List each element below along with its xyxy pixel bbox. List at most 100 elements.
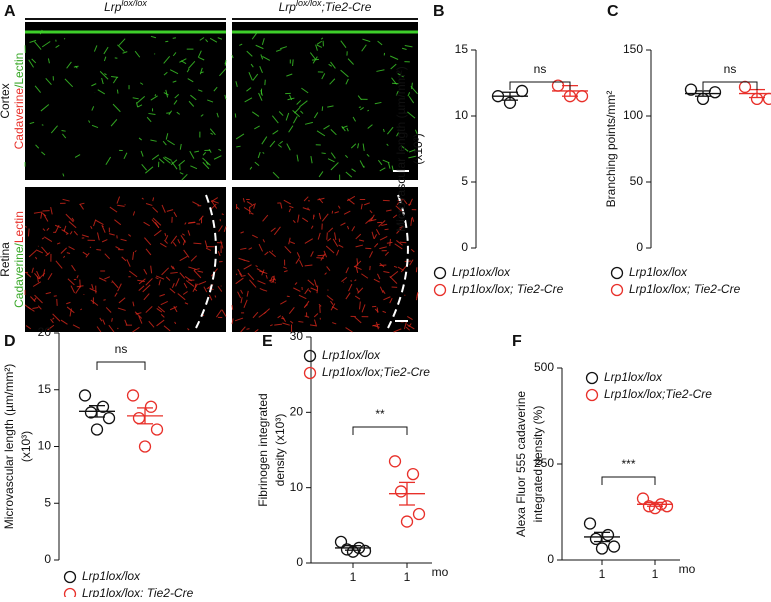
y-axis-label: (x10³)	[411, 133, 425, 164]
y-tick-label: 0	[547, 552, 554, 566]
y-axis-label: Branching points/mm²	[604, 91, 618, 208]
x-tick-label: 1	[350, 570, 357, 584]
vessel	[96, 249, 101, 250]
vessel	[332, 211, 333, 214]
y-axis-label: (x10³)	[19, 431, 33, 462]
data-point	[414, 509, 425, 520]
y-tick-label: 10	[38, 439, 52, 453]
data-point	[603, 530, 614, 541]
data-point	[152, 424, 163, 435]
stain-part: Cadaverine/	[12, 243, 26, 308]
stain-part: /Lectin	[12, 53, 26, 88]
legend-marker	[65, 572, 76, 583]
vessel	[242, 276, 246, 277]
significance-bracket	[97, 362, 145, 370]
y-tick-label: 10	[290, 480, 304, 494]
data-point	[396, 486, 407, 497]
stain-label: Cadaverine/Lectin	[12, 211, 26, 308]
vessel	[287, 296, 290, 297]
y-tick-label: 5	[44, 495, 51, 509]
vessel	[193, 243, 201, 244]
panel-label: A	[4, 3, 16, 20]
y-axis-label: Microvascular length (µm/mm²)	[394, 66, 408, 232]
micrograph	[232, 22, 418, 180]
legend-label: Lrp1lox/lox	[452, 265, 511, 279]
stain-part: Lectin	[12, 211, 26, 243]
legend-label: Lrp1lox/lox;Tie2-Cre	[604, 387, 712, 401]
data-point	[710, 87, 721, 98]
y-tick-label: 0	[636, 240, 643, 254]
vessel	[125, 204, 126, 205]
data-point	[140, 441, 151, 452]
x-tick-label: 1	[599, 567, 606, 581]
vessel	[293, 59, 294, 66]
vessel	[316, 258, 324, 259]
panel-label: C	[607, 3, 619, 20]
legend-label: Lrp1lox/lox	[604, 370, 663, 384]
vessel	[322, 153, 326, 154]
vessel	[28, 229, 29, 237]
y-tick-label: 100	[623, 108, 643, 122]
legend-marker	[587, 373, 598, 384]
y-tick-label: 20	[290, 405, 304, 419]
panel-label: F	[512, 333, 522, 350]
y-axis-label: integrated density (%)	[531, 406, 545, 523]
vessel	[62, 130, 66, 131]
vessel	[117, 90, 118, 94]
significance-bracket	[353, 427, 407, 435]
y-tick-label: 150	[623, 42, 643, 56]
vessel	[400, 242, 406, 243]
title-part: lox/lox	[121, 0, 147, 8]
y-tick-label: 0	[44, 552, 51, 566]
y-axis-label: Fibrinogen integrated	[256, 393, 270, 506]
data-point	[146, 401, 157, 412]
data-point	[104, 413, 115, 424]
column-title: Lrplox/lox	[104, 0, 147, 14]
stain-part: Cadaverine	[12, 88, 26, 150]
row-label: Cortex	[0, 83, 12, 118]
x-tick-label: 1	[652, 567, 659, 581]
title-part: Lrp	[104, 0, 122, 14]
data-point	[402, 516, 413, 527]
vessel	[317, 286, 318, 294]
significance: **	[375, 407, 385, 421]
vessel	[165, 41, 168, 42]
row-label: Retina	[0, 242, 12, 277]
legend-label: Lrp1lox/lox; Tie2-Cre	[629, 282, 741, 296]
y-tick-label: 0	[461, 240, 468, 254]
legend-marker	[612, 268, 623, 279]
legend-marker	[305, 351, 316, 362]
legend-label: Lrp1lox/lox	[322, 348, 381, 362]
y-axis-label: Microvascular length (µm/mm²)	[2, 364, 16, 530]
y-tick-label: 20	[38, 325, 52, 339]
legend-label: Lrp1lox/lox	[629, 265, 688, 279]
y-tick-label: 15	[38, 382, 52, 396]
significance: ns	[724, 62, 737, 76]
data-point	[597, 543, 608, 554]
x-unit: mo	[679, 562, 696, 576]
data-point	[764, 93, 771, 104]
significance: ***	[621, 457, 635, 471]
y-tick-label: 15	[455, 42, 469, 56]
vessel	[298, 321, 303, 322]
vessel	[327, 232, 328, 239]
data-point	[92, 424, 103, 435]
title-part: ;Tie2-Cre	[321, 0, 371, 14]
significance: ns	[534, 62, 547, 76]
vessel	[320, 306, 321, 313]
legend-marker	[612, 285, 623, 296]
vessel	[359, 107, 361, 108]
vessel	[232, 305, 233, 310]
data-point	[80, 390, 91, 401]
panel-label: B	[433, 3, 445, 20]
x-unit: mo	[432, 565, 449, 579]
data-point	[98, 401, 109, 412]
data-point	[740, 81, 751, 92]
data-point	[128, 390, 139, 401]
y-tick-label: 50	[630, 174, 644, 188]
data-point	[336, 536, 347, 547]
significance: ns	[115, 342, 128, 356]
panel-label: D	[4, 333, 16, 350]
data-point	[408, 469, 419, 480]
